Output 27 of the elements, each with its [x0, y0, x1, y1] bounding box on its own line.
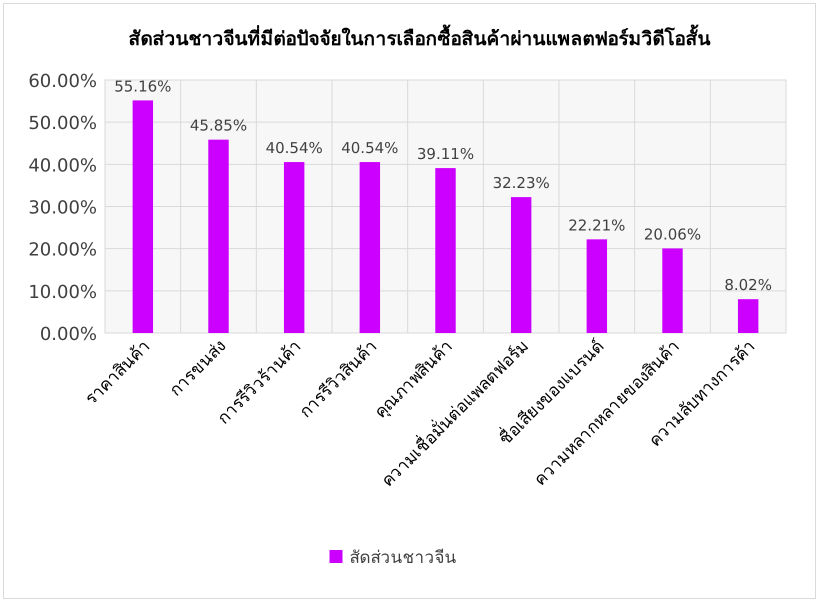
- data-label: 45.85%: [190, 116, 248, 135]
- data-label: 55.16%: [114, 77, 172, 96]
- data-label: 40.54%: [341, 139, 398, 158]
- y-tick-label: 40.00%: [28, 155, 97, 176]
- bar: [586, 239, 608, 333]
- y-tick-label: 20.00%: [28, 240, 97, 261]
- bar: [662, 248, 683, 333]
- data-label: 32.23%: [492, 174, 550, 192]
- bar: [510, 197, 532, 333]
- y-tick-label: 0.00%: [40, 324, 97, 345]
- data-label: 40.54%: [266, 139, 323, 158]
- bar: [208, 140, 229, 333]
- data-label: 8.02%: [724, 276, 772, 294]
- data-label: 22.21%: [568, 216, 626, 234]
- legend-label: สัดส่วนชาวจีน: [350, 548, 456, 568]
- data-label: 39.11%: [416, 145, 474, 164]
- bar: [738, 299, 758, 333]
- bar: [284, 162, 304, 333]
- bar: [132, 100, 154, 333]
- y-tick-label: 10.00%: [28, 282, 97, 303]
- y-tick-label: 60.00%: [28, 71, 97, 92]
- bar: [360, 162, 380, 333]
- bar: [435, 168, 456, 333]
- chart-title: สัดส่วนชาวจีนที่มีต่อปัจจัยในการเลือกซื้อสินค้าผ่านแพลตฟอร์มวิดีโอสั้น: [128, 24, 710, 50]
- y-tick-label: 30.00%: [28, 198, 97, 218]
- y-tick-label: 50.00%: [28, 113, 97, 134]
- data-label: 20.06%: [644, 225, 702, 244]
